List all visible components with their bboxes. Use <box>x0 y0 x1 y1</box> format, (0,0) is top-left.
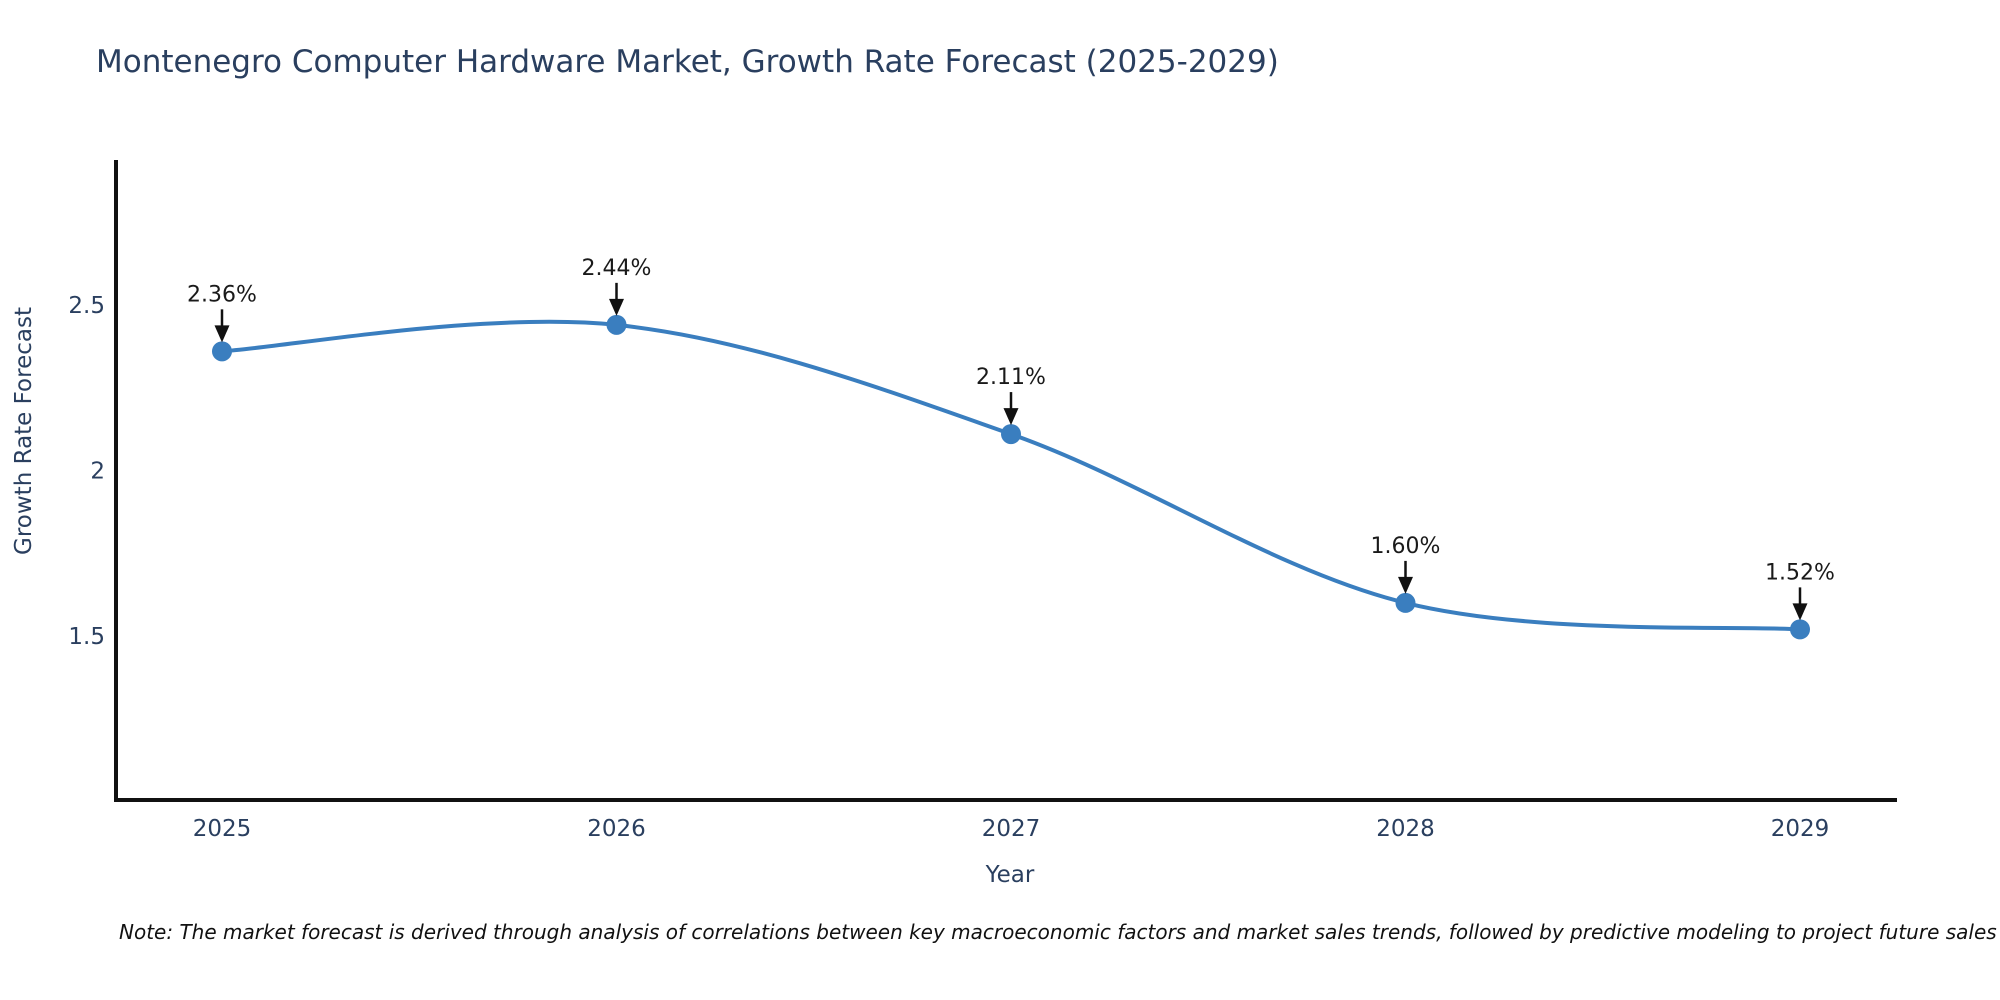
x-axis-title: Year <box>985 862 1035 888</box>
y-tick-label: 2 <box>90 459 105 485</box>
y-axis-tick-labels: 2.5 2 1.5 <box>68 293 105 650</box>
x-tick-label: 2027 <box>982 816 1041 842</box>
annotation-arrowhead-icon <box>609 298 624 316</box>
data-point-marker <box>1001 424 1021 445</box>
data-point-marker <box>212 341 232 362</box>
chart-title: Montenegro Computer Hardware Market, Gro… <box>96 44 1279 80</box>
x-tick-label: 2025 <box>193 816 252 842</box>
data-point-marker <box>1395 592 1416 613</box>
x-axis-tick-labels: 2025 2026 2027 2028 2029 <box>193 816 1830 842</box>
footnote: Note: The market forecast is derived thr… <box>119 920 1997 944</box>
y-tick-label: 1.5 <box>68 624 105 650</box>
y-axis-title: Growth Rate Forecast <box>11 307 37 555</box>
data-point-annotations: 2.36% 2.44% 2.11% 1.60% 1.52% <box>187 256 1835 621</box>
annotation-arrowhead-icon <box>1398 576 1413 594</box>
annotation-arrowhead-icon <box>214 325 230 343</box>
data-point-marker <box>1790 619 1810 640</box>
data-point-label: 2.44% <box>582 256 652 281</box>
data-point-label: 2.36% <box>187 282 257 307</box>
x-tick-label: 2026 <box>587 816 646 842</box>
annotation-arrowhead-icon <box>1003 408 1019 426</box>
annotation-arrowhead-icon <box>1792 603 1808 621</box>
data-point-label: 1.52% <box>1765 560 1835 585</box>
data-point-marker <box>606 314 627 335</box>
x-tick-label: 2029 <box>1771 816 1830 842</box>
axes <box>114 160 1897 802</box>
growth-rate-series <box>212 314 1810 640</box>
x-tick-label: 2028 <box>1376 816 1435 842</box>
data-point-label: 1.60% <box>1371 534 1441 559</box>
data-point-label: 2.11% <box>976 365 1046 390</box>
y-tick-label: 2.5 <box>68 293 105 319</box>
